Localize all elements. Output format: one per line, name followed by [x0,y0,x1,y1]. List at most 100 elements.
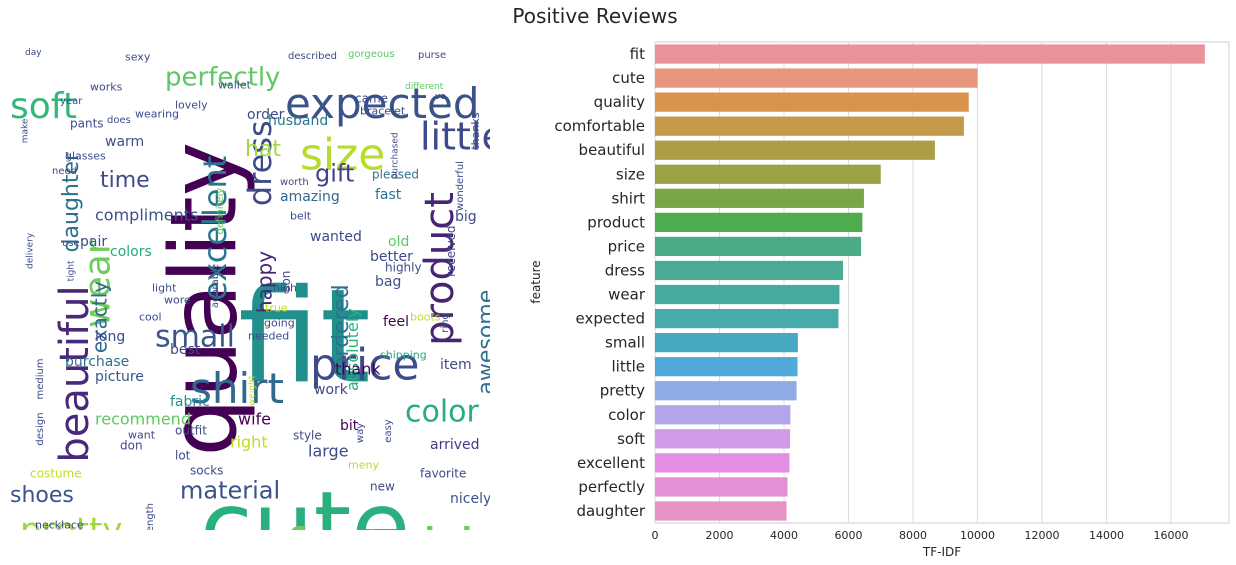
bar-price [655,236,862,257]
wordcloud-word-bracelet: bracelet [360,105,406,118]
wordcloud-word-cool: cool [139,311,162,324]
wordcloud-word-warm: warm [105,134,144,150]
bar-dress [655,260,844,281]
category-label-perfectly: perfectly [578,478,645,496]
wordcloud-word-picture: picture [95,369,144,385]
wordcloud-word-came: came [355,91,388,105]
wordcloud-word-color: color [405,394,480,429]
wordcloud-word-pants: pants [70,116,104,130]
bar-comfortable [655,116,964,136]
wordcloud-word-quality: quality [150,142,257,457]
wordcloud-word-perfectly: perfectly [165,62,280,92]
wordcloud-word-wore: wore [164,294,191,307]
wordcloud-word-husband: husband [268,113,328,129]
wordcloud-word-big: big [455,209,477,225]
bar-little [655,357,798,377]
category-label-little: little [612,358,646,376]
wordcloud-word-wear: wear [78,239,119,328]
category-label-fit: fit [630,45,645,63]
plot-area-frame [654,41,1230,524]
wordcloud-word-small: small [155,319,235,354]
wordcloud-word-old: old [388,234,409,250]
wordcloud-word-belt: belt [290,210,312,223]
wordcloud-word-bit: bit [340,418,359,434]
x-tick-labels: 0 2000 4000 6000 8000 10000 12000 14000 16000 [652,529,1189,542]
wordcloud-word-pretty: pretty [20,511,123,530]
bar-pretty [655,381,797,401]
wordcloud-word-pleased: pleased [372,167,419,181]
x-tick-label: 14000 [1089,529,1124,542]
wordcloud-word-dress: dress [241,120,279,206]
x-tick-label: 6000 [834,529,862,542]
wordcloud-word-little: little [420,115,490,159]
wordcloud-word-easy: easy [383,419,394,442]
wordcloud-word-son: son [279,271,293,292]
wordcloud-word-better: better [370,249,413,265]
wordcloud-word-order: order [247,107,285,123]
wordcloud-word-going: going [264,317,295,330]
category-label-small: small [605,334,645,352]
wordcloud-word-costume: costume [30,466,82,480]
category-label-dress: dress [605,261,645,279]
wordcloud-word-fit: fit [238,260,371,412]
wordcloud-word-compliments: compliments [95,205,198,224]
wordcloud-word-pair: pair [80,234,107,250]
bar-expected [655,308,839,329]
bar-product [655,212,863,232]
wordcloud-word-thank: thank [335,359,381,378]
wordcloud-word-needed: needed [248,330,289,343]
wordcloud-word-purse: purse [418,50,446,61]
category-label-soft: soft [617,430,645,448]
category-label-wear: wear [608,286,646,304]
wordcloud-word-medium: medium [35,358,46,399]
wordcloud-word-favorite: favorite [420,466,466,480]
bar-soft [655,429,791,449]
bar-chart: fit cute quality comfortable beautiful size sh… [529,41,1230,559]
wordcloud-word-product: product [417,192,463,346]
wordcloud-word-wife: wife [238,409,271,428]
wordcloud-word-thanks: thanks [469,112,482,149]
wordcloud-word-gift: gift [315,160,354,188]
wordcloud-word-ve: ve [435,92,446,102]
x-tick-label: 10000 [960,529,995,542]
wordcloud-word-shipping: shipping [380,349,427,362]
wordcloud-word-definitely: definitely [215,188,226,235]
wordcloud-word-way: way [355,423,366,443]
category-label-beautiful: beautiful [579,141,645,159]
wordcloud-word-absolutely: absolutely [343,308,362,391]
x-tick-label: 12000 [1024,529,1059,542]
wordcloud-word-adorable: adorable [210,264,221,308]
wordcloud-word-design: design [35,412,46,445]
wordcloud-word-bag: bag [375,274,401,290]
wordcloud-word-received: received [444,225,458,276]
wordcloud-word-nicely: nicely [450,491,490,507]
category-label-comfortable: comfortable [554,117,645,135]
wordcloud-word-highly: highly [385,260,422,274]
wordcloud-word-shirt: shirt [190,364,284,413]
wordcloud-word-arrived: arrived [430,437,480,453]
wordcloud-word-item: item [440,357,472,373]
wordcloud-word-tight: tight [66,260,76,281]
wordcloud-word-glasses: glasses [65,150,106,163]
wordcloud-word-does: does [107,115,131,126]
wordcloud-word-lovely: lovely [175,99,208,112]
wordcloud-word-gorgeous: gorgeous [348,49,395,60]
wordcloud-word-excellent: excellent [196,156,234,301]
wordcloud-word-hat: hat [245,137,281,162]
wordcloud-word-colors: colors [110,244,152,260]
wordcloud-word-wallet: wallet [218,79,252,92]
wordcloud-word-exactly: exactly [87,281,111,353]
bar-size [655,164,881,184]
wordcloud-word-want: want [128,429,156,442]
bar-quality [655,92,969,112]
wordcloud-word-work: work [314,382,349,398]
wordcloud-word-recommend: recommend [95,409,191,428]
x-tick-label: 2000 [705,529,733,542]
wordcloud-word-feel: feel [383,314,409,330]
category-labels: fit cute quality comfortable beautiful size sh… [554,45,645,520]
wordcloud-word-true: true [265,302,288,315]
wordcloud-word-fabric: fabric [170,394,210,410]
wordcloud-word-cute: cute [200,471,410,530]
bar-daughter [655,501,787,521]
